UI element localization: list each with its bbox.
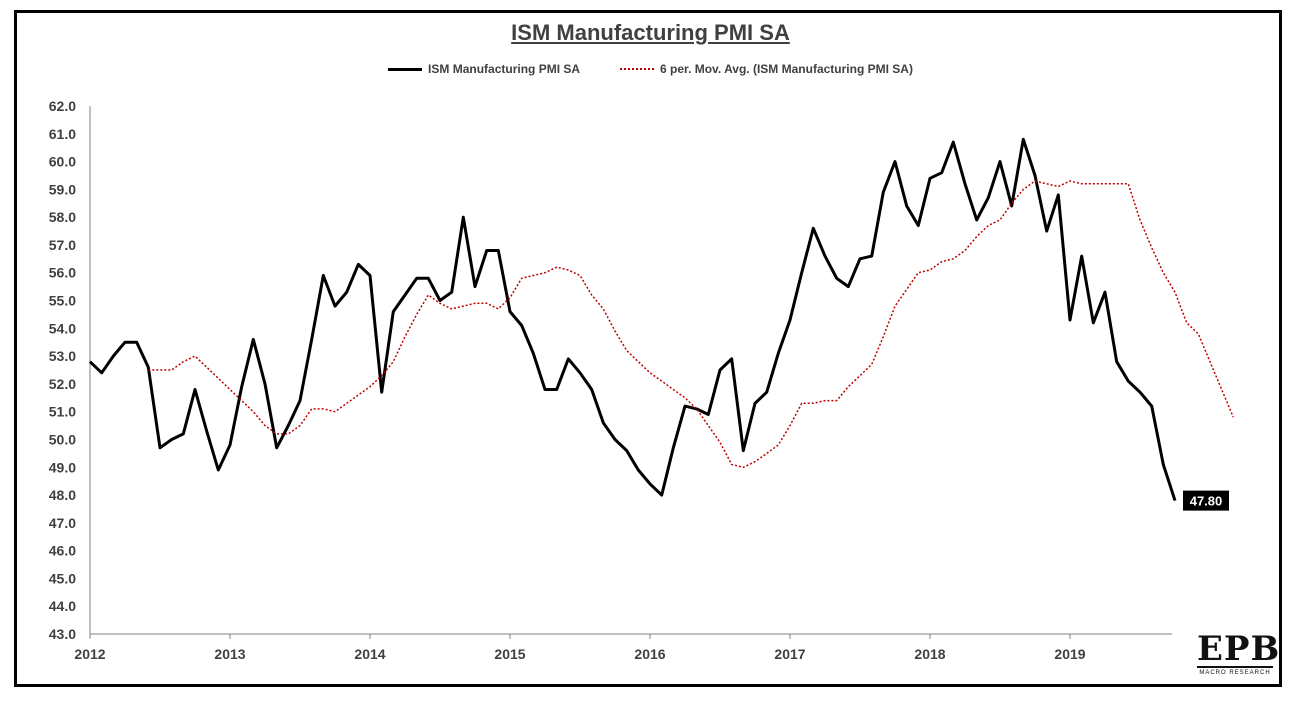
y-tick-label: 56.0 [49,265,76,281]
x-tick-label: 2015 [494,646,525,662]
y-tick-label: 52.0 [49,376,76,392]
y-tick-label: 46.0 [49,543,76,559]
y-tick-label: 44.0 [49,598,76,614]
legend-swatch-dotted [620,68,655,70]
series-line-pmi [88,137,1177,502]
last-value-label: 47.80 [1190,494,1223,509]
x-tick-label: 2012 [74,646,105,662]
y-tick-label: 54.0 [49,320,76,336]
x-tick-label: 2017 [774,646,805,662]
y-tick-label: 43.0 [49,626,76,642]
y-tick-label: 61.0 [49,126,76,142]
legend-item-pmi: ISM Manufacturing PMI SA [388,62,580,76]
x-tick-label: 2016 [634,646,665,662]
y-tick-label: 59.0 [49,181,76,197]
y-tick-label: 57.0 [49,237,76,253]
logo-text: EPB [1197,629,1281,669]
chart-frame [14,10,1282,687]
y-tick-label: 50.0 [49,431,76,447]
y-tick-label: 51.0 [49,404,76,420]
y-tick-label: 47.0 [49,515,76,531]
x-tick-label: 2013 [214,646,245,662]
y-tick-label: 53.0 [49,348,76,364]
x-tick-label: 2019 [1054,646,1085,662]
legend-label-moving-average: 6 per. Mov. Avg. (ISM Manufacturing PMI … [660,62,913,76]
y-tick-label: 45.0 [49,570,76,586]
x-tick-label: 2014 [354,646,385,662]
y-tick-label: 49.0 [49,459,76,475]
logo-subtitle: MACRO RESEARCH [1199,670,1271,676]
last-value-badge [1183,490,1229,511]
series-line-moving-average [148,180,1234,469]
legend-item-moving-average: 6 per. Mov. Avg. (ISM Manufacturing PMI … [620,62,913,76]
chart-legend: ISM Manufacturing PMI SA 6 per. Mov. Avg… [0,62,1301,76]
y-tick-label: 62.0 [49,98,76,114]
x-tick-label: 2018 [914,646,945,662]
epb-logo: EPB MACRO RESEARCH [1197,629,1281,676]
y-tick-label: 58.0 [49,209,76,225]
y-tick-label: 60.0 [49,154,76,170]
legend-label-pmi: ISM Manufacturing PMI SA [428,62,581,76]
y-tick-label: 48.0 [49,487,76,503]
y-tick-label: 55.0 [49,293,76,309]
legend-swatch-solid [388,67,423,71]
chart-title: ISM Manufacturing PMI SA [511,20,790,45]
